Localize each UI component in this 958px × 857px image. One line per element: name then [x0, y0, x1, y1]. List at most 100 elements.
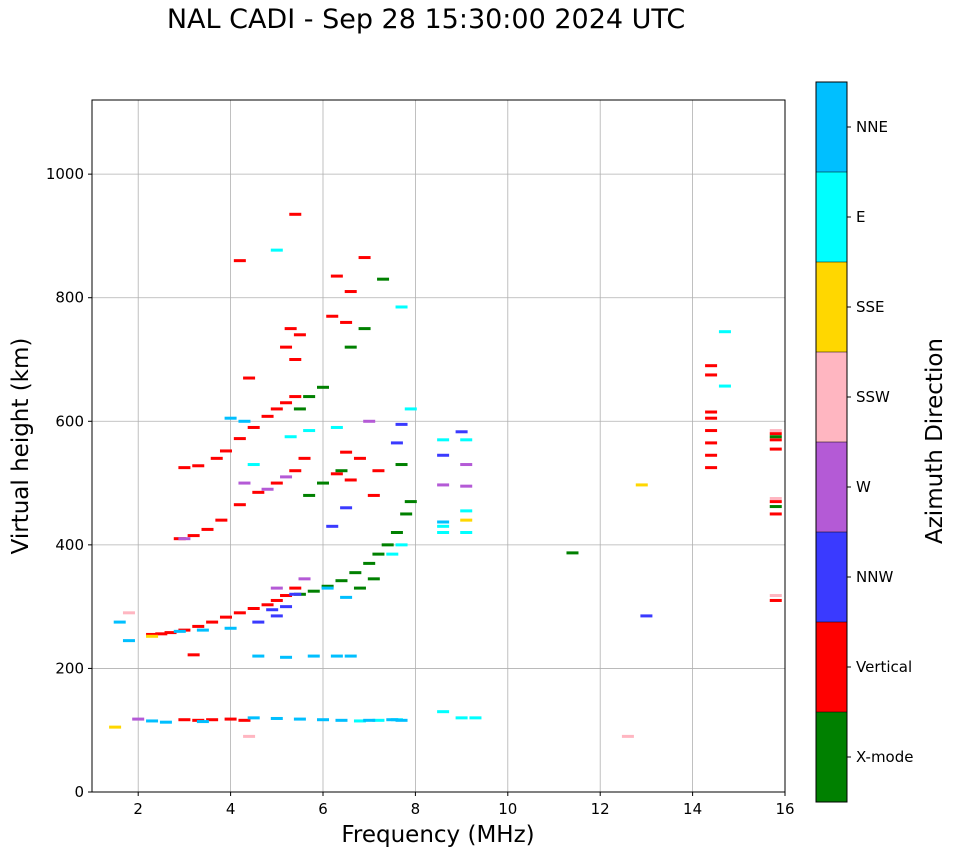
- point-w: [460, 463, 473, 467]
- grid-lines: [92, 100, 786, 793]
- point-nnw: [640, 614, 653, 618]
- point-vertical: [330, 274, 343, 278]
- point-e: [270, 248, 283, 252]
- point-sse: [109, 725, 122, 729]
- point-vertical: [358, 256, 371, 260]
- point-x-mode: [358, 327, 371, 331]
- point-nne: [330, 654, 343, 658]
- x-tick-label: 14: [683, 800, 702, 818]
- colorbar-label: Azimuth Direction: [922, 338, 948, 544]
- point-vertical: [705, 364, 718, 368]
- point-vertical: [164, 631, 177, 635]
- point-vertical: [289, 469, 302, 473]
- chart-title: NAL CADI - Sep 28 15:30:00 2024 UTC: [166, 4, 686, 35]
- point-vertical: [206, 718, 219, 722]
- colorbar-tick-label: NNE: [856, 118, 888, 136]
- point-vertical: [326, 314, 339, 318]
- point-vertical: [372, 469, 385, 473]
- point-w: [460, 484, 473, 488]
- point-w: [437, 483, 450, 487]
- point-vertical: [769, 598, 782, 602]
- point-vertical: [233, 503, 246, 507]
- point-vertical: [270, 407, 283, 411]
- point-x-mode: [390, 531, 403, 534]
- y-tick-label: 800: [55, 289, 84, 307]
- point-e: [284, 435, 297, 439]
- point-nne: [395, 718, 408, 722]
- point-vertical: [252, 490, 265, 494]
- point-nne: [317, 718, 329, 722]
- point-w: [261, 487, 274, 491]
- point-nnw: [270, 614, 283, 618]
- point-e: [386, 552, 399, 556]
- point-vertical: [238, 718, 251, 722]
- data-points: [109, 212, 782, 738]
- point-x-mode: [353, 586, 366, 590]
- point-nne: [280, 655, 293, 659]
- point-nne: [196, 628, 209, 632]
- point-nne: [321, 586, 334, 590]
- point-e: [460, 531, 473, 534]
- point-x-mode: [404, 500, 417, 504]
- point-nnw: [340, 506, 353, 510]
- point-nne: [363, 718, 376, 722]
- point-vertical: [192, 624, 205, 628]
- point-w: [270, 586, 283, 590]
- point-nnw: [455, 430, 468, 434]
- point-x-mode: [349, 571, 362, 575]
- point-e: [303, 429, 316, 433]
- point-vertical: [280, 594, 293, 598]
- colorbar-frame: [815, 81, 848, 803]
- point-vertical: [280, 345, 293, 349]
- point-vertical: [705, 453, 718, 457]
- point-vertical: [201, 527, 214, 531]
- point-vertical: [187, 653, 200, 657]
- y-tick-label: 600: [55, 412, 84, 430]
- point-nne: [122, 639, 135, 643]
- point-w: [132, 717, 145, 721]
- point-vertical: [293, 333, 306, 337]
- point-vertical: [155, 632, 168, 636]
- point-vertical: [289, 212, 302, 216]
- point-vertical: [247, 606, 260, 610]
- point-w: [280, 475, 293, 479]
- x-tick-label: 16: [775, 800, 794, 818]
- point-vertical: [233, 611, 246, 615]
- point-x-mode: [395, 463, 408, 467]
- point-e: [437, 531, 450, 534]
- point-vertical: [289, 395, 302, 399]
- point-vertical: [289, 358, 302, 361]
- point-vertical: [280, 401, 293, 405]
- point-nne: [113, 620, 126, 624]
- point-e: [437, 438, 450, 442]
- point-x-mode: [377, 277, 390, 281]
- x-tick-label: 10: [498, 800, 517, 818]
- point-vertical: [705, 410, 718, 414]
- y-axis-label: Virtual height (km): [8, 338, 34, 555]
- colorbar: X-mode Vertical NNW W SSW SSE E NNE: [815, 81, 913, 803]
- point-x-mode: [317, 385, 329, 389]
- point-vertical: [353, 456, 366, 460]
- point-vertical: [769, 447, 782, 451]
- point-x-mode: [335, 469, 348, 473]
- point-nnw: [437, 453, 450, 457]
- point-nne: [247, 716, 260, 720]
- colorbar-segment-e: [816, 172, 847, 262]
- point-e: [395, 305, 408, 309]
- point-nnw: [280, 605, 293, 609]
- y-tick-label: 1000: [46, 165, 84, 183]
- point-ssw: [769, 429, 782, 433]
- point-vertical: [187, 534, 200, 538]
- point-nne: [307, 654, 320, 658]
- point-vertical: [284, 327, 297, 331]
- point-w: [238, 481, 251, 485]
- point-vertical: [367, 493, 380, 497]
- point-vertical: [243, 376, 256, 380]
- point-x-mode: [363, 561, 376, 565]
- colorbar-tick-label: W: [856, 478, 871, 496]
- point-nnw: [289, 592, 302, 596]
- point-nne: [293, 717, 306, 721]
- point-ssw: [243, 734, 256, 738]
- point-vertical: [705, 441, 718, 445]
